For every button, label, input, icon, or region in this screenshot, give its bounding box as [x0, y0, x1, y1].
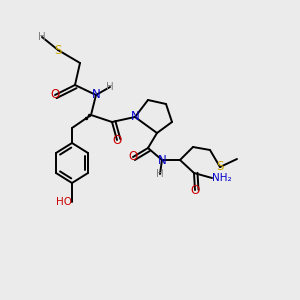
Text: O: O — [112, 134, 122, 146]
Text: H: H — [106, 82, 114, 92]
Text: NH₂: NH₂ — [212, 173, 232, 183]
Text: N: N — [130, 110, 140, 124]
Text: O: O — [128, 151, 138, 164]
Text: H: H — [38, 32, 46, 42]
Text: O: O — [190, 184, 200, 196]
Text: HO: HO — [56, 197, 72, 207]
Text: O: O — [50, 88, 60, 101]
Text: N: N — [158, 154, 166, 166]
Text: N: N — [92, 88, 100, 101]
Text: S: S — [54, 44, 62, 56]
Text: H: H — [156, 169, 164, 179]
Text: S: S — [216, 160, 224, 173]
